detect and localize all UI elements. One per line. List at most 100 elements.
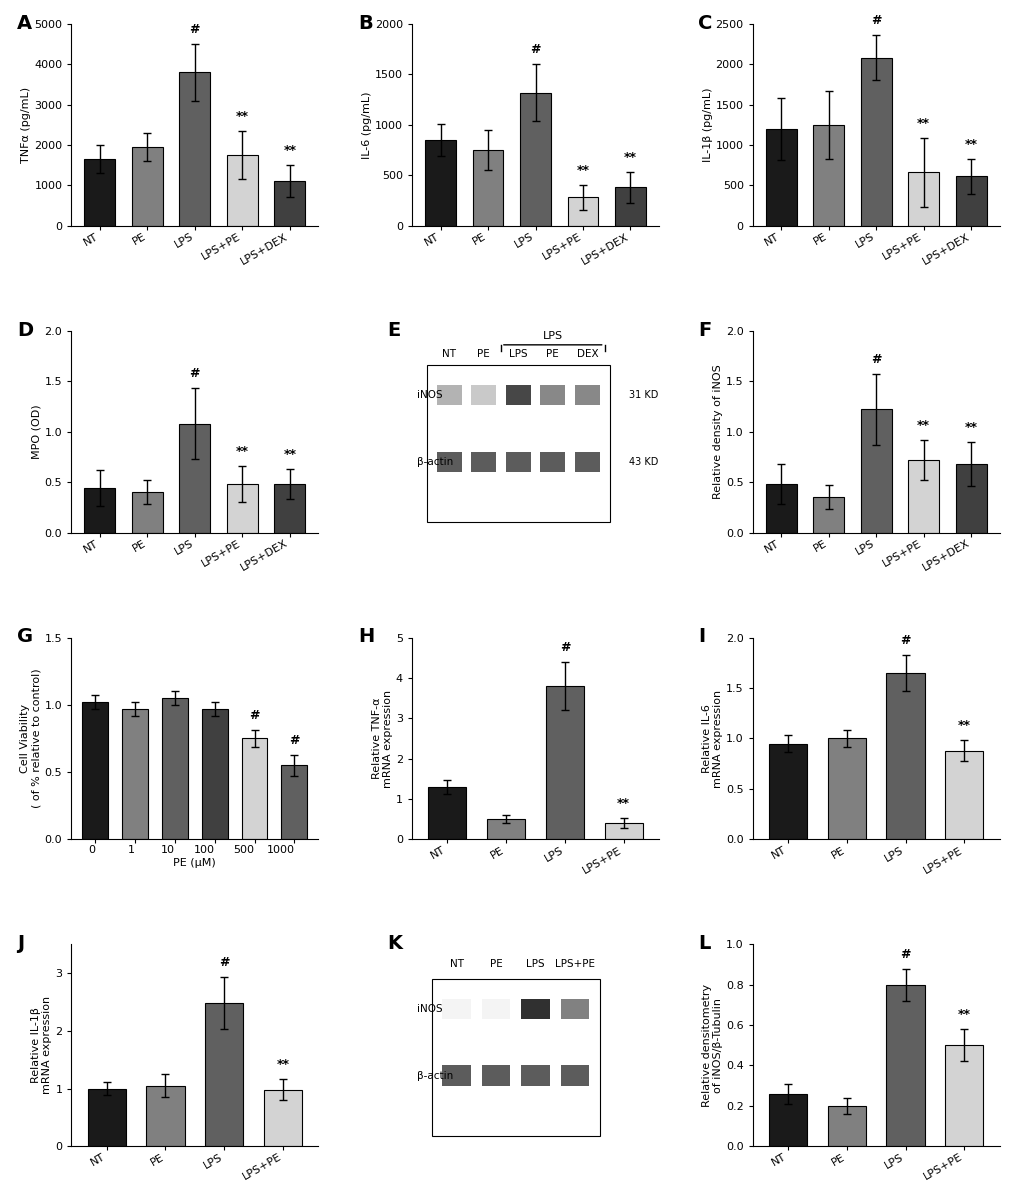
Text: #: # bbox=[870, 353, 880, 367]
Bar bbox=[85, 488, 115, 533]
Bar bbox=[765, 129, 796, 226]
Bar bbox=[131, 147, 163, 226]
Bar bbox=[604, 823, 642, 839]
Text: **: ** bbox=[916, 419, 929, 432]
Bar bbox=[560, 1065, 589, 1085]
Text: PE: PE bbox=[546, 349, 558, 359]
Text: LPS+PE: LPS+PE bbox=[554, 959, 594, 968]
Y-axis label: Relative IL-1β
mRNA expression: Relative IL-1β mRNA expression bbox=[31, 996, 52, 1095]
Bar bbox=[826, 1106, 865, 1146]
Bar bbox=[860, 410, 891, 533]
Bar bbox=[540, 386, 565, 406]
Bar bbox=[575, 386, 599, 406]
Bar bbox=[131, 492, 163, 533]
Bar bbox=[274, 181, 305, 226]
Bar bbox=[425, 140, 455, 226]
Text: **: ** bbox=[276, 1058, 289, 1071]
Text: LPS: LPS bbox=[542, 331, 562, 340]
Bar bbox=[471, 451, 495, 472]
Bar bbox=[945, 1045, 982, 1146]
Bar bbox=[520, 92, 550, 226]
Bar bbox=[955, 177, 985, 226]
Bar bbox=[226, 155, 258, 226]
Bar bbox=[472, 150, 503, 226]
Text: I: I bbox=[698, 628, 705, 646]
Text: **: ** bbox=[964, 420, 976, 433]
Text: F: F bbox=[698, 321, 711, 339]
Text: J: J bbox=[17, 934, 24, 953]
Text: iNOS: iNOS bbox=[417, 1004, 442, 1014]
Text: iNOS: iNOS bbox=[417, 390, 442, 400]
Text: **: ** bbox=[235, 110, 249, 123]
Bar bbox=[471, 386, 495, 406]
Bar bbox=[812, 497, 844, 533]
Bar bbox=[768, 1094, 806, 1146]
Bar bbox=[427, 365, 609, 523]
Text: NT: NT bbox=[449, 959, 463, 968]
Bar bbox=[264, 1090, 302, 1146]
Bar bbox=[505, 386, 530, 406]
Text: β-actin: β-actin bbox=[417, 457, 452, 467]
Text: #: # bbox=[870, 14, 880, 27]
Text: #: # bbox=[249, 709, 260, 722]
Bar bbox=[146, 1085, 184, 1146]
Y-axis label: MPO (OD): MPO (OD) bbox=[32, 405, 42, 458]
Text: D: D bbox=[17, 321, 34, 339]
Bar bbox=[955, 464, 985, 533]
Text: PE: PE bbox=[477, 349, 489, 359]
Bar bbox=[575, 451, 599, 472]
Bar bbox=[826, 738, 865, 839]
Text: #: # bbox=[530, 43, 540, 56]
Text: #: # bbox=[900, 948, 910, 960]
Bar bbox=[560, 999, 589, 1018]
Bar bbox=[436, 386, 461, 406]
Bar bbox=[945, 751, 982, 839]
Y-axis label: IL-1β (pg/mL): IL-1β (pg/mL) bbox=[702, 87, 712, 162]
Bar bbox=[436, 451, 461, 472]
Text: G: G bbox=[17, 628, 34, 646]
Text: #: # bbox=[288, 733, 300, 746]
Bar bbox=[281, 765, 307, 839]
Bar bbox=[274, 484, 305, 533]
Y-axis label: Cell Viability
( of % relative to control): Cell Viability ( of % relative to contro… bbox=[20, 669, 42, 808]
Text: **: ** bbox=[283, 448, 296, 461]
Text: **: ** bbox=[576, 165, 589, 177]
Bar bbox=[179, 73, 210, 226]
Text: **: ** bbox=[235, 445, 249, 457]
Bar bbox=[428, 787, 466, 839]
Text: K: K bbox=[387, 934, 401, 953]
Text: LPS: LPS bbox=[508, 349, 527, 359]
Y-axis label: Relative TNF-α
mRNA expression: Relative TNF-α mRNA expression bbox=[371, 689, 392, 788]
Bar bbox=[860, 57, 891, 226]
Bar bbox=[540, 451, 565, 472]
Bar bbox=[481, 1065, 510, 1085]
Bar bbox=[242, 738, 267, 839]
Bar bbox=[226, 484, 258, 533]
Text: #: # bbox=[900, 634, 910, 647]
Text: A: A bbox=[17, 14, 33, 32]
Text: 31 KD: 31 KD bbox=[629, 390, 658, 400]
Text: #: # bbox=[190, 368, 200, 380]
Bar bbox=[88, 1089, 125, 1146]
Y-axis label: IL-6 (pg/mL): IL-6 (pg/mL) bbox=[362, 91, 372, 159]
Text: DEX: DEX bbox=[576, 349, 597, 359]
Text: #: # bbox=[559, 641, 570, 653]
Text: L: L bbox=[698, 934, 710, 953]
Bar bbox=[179, 424, 210, 533]
Bar bbox=[907, 460, 938, 533]
Y-axis label: Relative IL-6
mRNA expression: Relative IL-6 mRNA expression bbox=[701, 689, 722, 788]
Bar bbox=[567, 197, 598, 226]
Text: **: ** bbox=[624, 152, 636, 164]
Y-axis label: TNFα (pg/mL): TNFα (pg/mL) bbox=[21, 87, 32, 162]
Text: C: C bbox=[698, 14, 712, 32]
Text: NT: NT bbox=[441, 349, 455, 359]
Bar bbox=[886, 673, 924, 839]
Bar bbox=[202, 709, 227, 839]
Text: #: # bbox=[219, 956, 229, 970]
X-axis label: PE (μM): PE (μM) bbox=[173, 857, 216, 868]
Text: **: ** bbox=[957, 1008, 970, 1021]
Bar bbox=[907, 172, 938, 226]
Y-axis label: Relative densitometry
of iNOS/β-Tubulin: Relative densitometry of iNOS/β-Tubulin bbox=[701, 984, 722, 1107]
Text: β-actin: β-actin bbox=[417, 1071, 452, 1081]
Text: **: ** bbox=[616, 798, 630, 811]
